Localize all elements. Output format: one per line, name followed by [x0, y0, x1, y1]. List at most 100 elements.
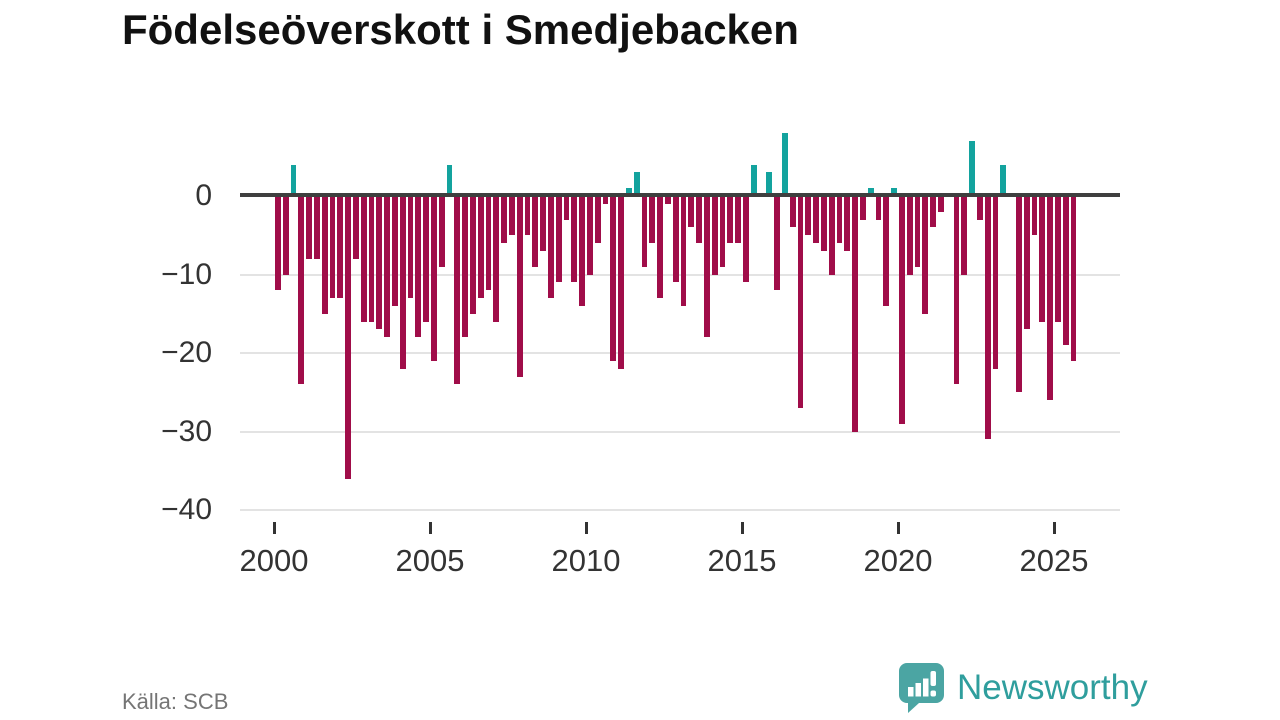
x-axis-label-2025: 2025 — [1019, 543, 1089, 578]
bar-2021-Q2 — [938, 196, 944, 212]
gridline--10 — [240, 273, 1120, 276]
bar-2024-Q1 — [1023, 196, 1030, 330]
bar-2018-Q4 — [860, 196, 866, 220]
bar-2023-Q4 — [1016, 196, 1022, 393]
bar-2025-Q3 — [1070, 196, 1077, 361]
bar-2016-Q3 — [789, 196, 796, 228]
bar-2021-Q1 — [930, 196, 937, 228]
bar-2018-Q2 — [844, 196, 851, 251]
bar-2025-Q1 — [1055, 196, 1061, 322]
bar-2000-Q1 — [275, 196, 281, 291]
bar-2014-Q4 — [735, 196, 742, 244]
bar-2017-Q1 — [805, 196, 812, 236]
bar-2013-Q3 — [696, 196, 703, 244]
bar-2012-Q4 — [672, 196, 679, 283]
bar-2012-Q2 — [657, 196, 664, 299]
bar-2013-Q2 — [688, 196, 695, 228]
bar-2017-Q3 — [821, 196, 827, 251]
bar-2015-Q1 — [743, 196, 749, 283]
x-axis-label-2005: 2005 — [395, 543, 465, 578]
bar-2010-Q1 — [587, 196, 593, 275]
bar-2002-Q3 — [353, 196, 359, 259]
bar-2007-Q3 — [509, 196, 515, 236]
bar-2016-Q1 — [774, 196, 781, 291]
bar-2001-Q1 — [306, 196, 313, 259]
x-axis-label-2000: 2000 — [239, 543, 309, 578]
bar-2005-Q1 — [431, 196, 437, 361]
bar-2006-Q1 — [462, 196, 469, 338]
bar-2020-Q4 — [922, 196, 929, 314]
bar-2019-Q4 — [891, 188, 898, 196]
bar-2007-Q1 — [493, 196, 500, 322]
y-axis-label--10: −10 — [161, 257, 212, 291]
bar-2022-Q1 — [961, 196, 968, 275]
bar-2024-Q4 — [1047, 196, 1054, 401]
bar-2011-Q1 — [618, 196, 625, 369]
bar-2015-Q2 — [750, 164, 757, 196]
bar-2003-Q3 — [384, 196, 391, 338]
bar-2008-Q4 — [548, 196, 554, 299]
bar-2009-Q4 — [579, 196, 586, 306]
x-axis-label-2020: 2020 — [863, 543, 933, 578]
bar-2019-Q3 — [883, 196, 890, 306]
bar-2013-Q4 — [704, 196, 710, 338]
x-tick-2015 — [740, 522, 744, 534]
bar-2012-Q3 — [665, 196, 671, 204]
bar-2001-Q3 — [321, 196, 328, 314]
y-axis-label-0: 0 — [195, 179, 212, 212]
bar-2016-Q4 — [797, 196, 804, 408]
x-tick-2005 — [428, 522, 432, 534]
bar-2000-Q4 — [298, 196, 305, 385]
gridline--30 — [240, 430, 1120, 433]
newsworthy-wordmark: Newsworthy — [957, 668, 1148, 707]
bar-2024-Q2 — [1031, 196, 1038, 236]
bar-2008-Q2 — [532, 196, 539, 267]
bar-2020-Q2 — [906, 196, 913, 275]
source-label: Källa: SCB — [122, 689, 229, 714]
bar-2013-Q1 — [680, 196, 687, 306]
y-axis-label--30: −30 — [161, 414, 212, 448]
bar-2011-Q4 — [641, 196, 648, 267]
bar-2018-Q1 — [836, 196, 843, 244]
x-axis-label-2010: 2010 — [551, 543, 621, 578]
bar-2014-Q3 — [727, 196, 734, 244]
newsworthy-bubble-icon — [898, 662, 945, 714]
bar-2009-Q2 — [563, 196, 570, 220]
bar-2019-Q1 — [867, 188, 874, 196]
chart-title: Födelseöverskott i Smedjebacken — [122, 6, 799, 53]
bar-2010-Q2 — [594, 196, 601, 244]
bar-2025-Q2 — [1062, 196, 1069, 346]
bar-2004-Q2 — [407, 196, 414, 299]
newsworthy-logo[interactable]: Newsworthy — [898, 662, 1148, 714]
bar-2001-Q4 — [329, 196, 336, 299]
bar-2009-Q1 — [555, 196, 562, 283]
x-axis-label-2015: 2015 — [707, 543, 777, 578]
x-tick-2010 — [584, 522, 588, 534]
bar-2006-Q4 — [485, 196, 492, 291]
bar-2023-Q2 — [1000, 164, 1007, 196]
x-tick-2000 — [272, 522, 276, 534]
bar-2003-Q1 — [368, 196, 375, 322]
bar-2024-Q3 — [1039, 196, 1046, 322]
bar-2004-Q3 — [415, 196, 422, 338]
bar-2000-Q2 — [282, 196, 289, 275]
bar-2020-Q3 — [914, 196, 921, 267]
bar-2003-Q2 — [376, 196, 383, 330]
bar-2011-Q2 — [626, 188, 632, 196]
y-axis-label--20: −20 — [161, 336, 212, 369]
bar-2002-Q4 — [360, 196, 367, 322]
bar-2022-Q2 — [969, 141, 976, 196]
bar-2006-Q2 — [470, 196, 476, 314]
bar-2023-Q1 — [992, 196, 999, 369]
bar-2004-Q4 — [423, 196, 430, 322]
bar-2008-Q1 — [524, 196, 531, 236]
bar-2010-Q4 — [610, 196, 617, 361]
gridline--40 — [240, 509, 1120, 511]
bar-2014-Q1 — [711, 196, 718, 275]
bar-2014-Q2 — [719, 196, 726, 267]
bar-2018-Q3 — [852, 196, 859, 432]
bar-2001-Q2 — [314, 196, 320, 259]
bar-2012-Q1 — [649, 196, 656, 244]
bar-2007-Q4 — [516, 196, 523, 377]
